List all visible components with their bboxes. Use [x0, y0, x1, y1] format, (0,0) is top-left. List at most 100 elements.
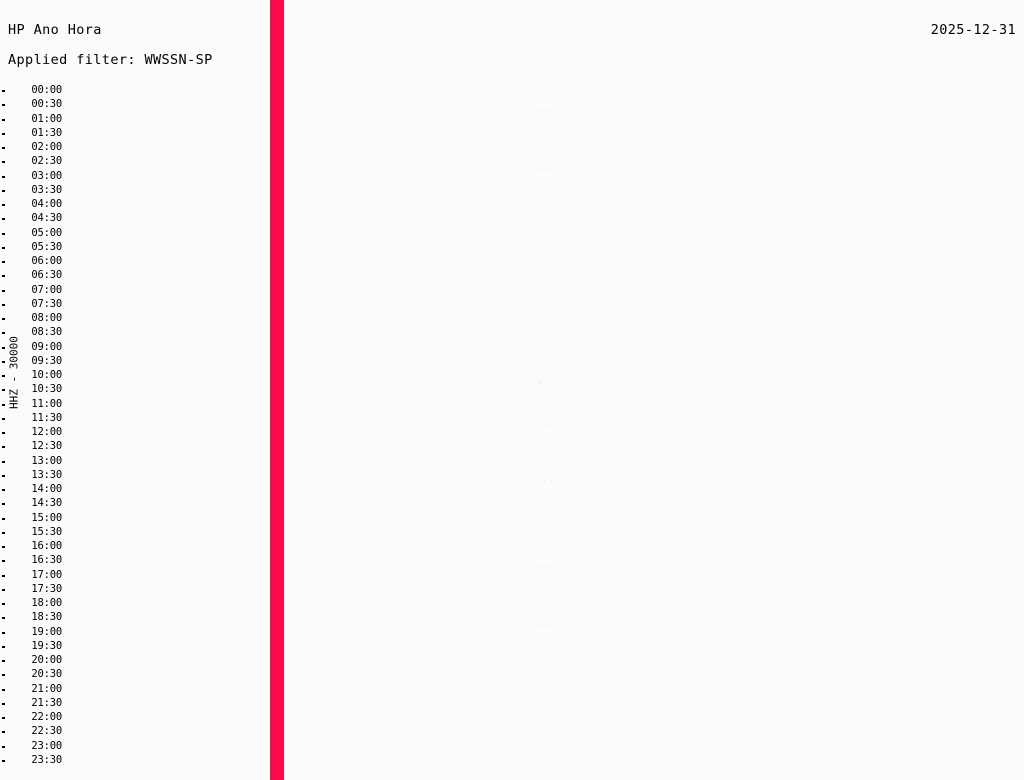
axis-tick — [2, 474, 5, 477]
waveform-trace — [534, 467, 556, 468]
axis-tick — [2, 389, 5, 392]
row-time-label: 08:00 — [31, 312, 62, 324]
row-time-label: 07:00 — [31, 283, 62, 296]
axis-tick — [2, 104, 5, 107]
row-time-label: 19:00 — [31, 625, 62, 638]
axis-tick — [2, 246, 5, 249]
axis-tick — [2, 574, 5, 577]
row-time-label: 19:30 — [31, 639, 62, 652]
row-time-label: 02:30 — [31, 155, 62, 168]
waveform-trace — [534, 367, 556, 368]
waveform-trace — [534, 552, 556, 554]
row-time-label: 14:30 — [31, 497, 62, 510]
axis-tick — [2, 617, 5, 620]
axis-tick — [2, 261, 5, 263]
row-time-label: 16:30 — [31, 554, 62, 567]
waveform-trace — [534, 581, 556, 582]
axis-tick — [2, 189, 5, 192]
axis-tick — [2, 375, 5, 377]
axis-tick — [2, 417, 5, 420]
row-time-label: 11:00 — [31, 397, 62, 410]
row-time-label: 21:00 — [31, 682, 62, 695]
row-time-label: 11:30 — [31, 411, 62, 424]
row-time-label: 05:30 — [31, 240, 62, 253]
axis-tick — [2, 118, 5, 121]
axis-tick — [2, 147, 5, 149]
waveform-trace — [534, 709, 556, 710]
row-time-label: 20:30 — [31, 668, 62, 681]
date-label: 2025-12-31 — [930, 22, 1016, 38]
waveform-trace — [534, 339, 556, 340]
axis-tick — [2, 660, 5, 662]
row-time-label: 18:30 — [31, 611, 62, 624]
row-time-label: 21:30 — [31, 696, 62, 709]
row-time-label: 12:30 — [31, 440, 62, 453]
axis-tick — [2, 517, 5, 520]
row-time-label: 04:00 — [31, 198, 62, 210]
helicorder-plot: 00:00 00:30 01:00 01:30 02:00 02:30 03:00 03:30… — [0, 68, 1024, 772]
axis-tick — [2, 446, 5, 449]
axis-tick — [2, 175, 5, 178]
axis-tick — [2, 503, 5, 506]
waveform-trace — [534, 538, 556, 539]
axis-tick — [2, 360, 5, 363]
waveform-trace — [534, 396, 556, 397]
waveform-trace — [534, 524, 556, 525]
row-time-label: 14:00 — [31, 483, 62, 495]
axis-tick — [2, 432, 5, 434]
axis-tick — [2, 631, 5, 634]
waveform-trace — [534, 652, 556, 653]
axis-tick — [2, 303, 5, 306]
waveform-trace — [534, 68, 556, 69]
waveform-trace — [534, 681, 556, 682]
waveform-trace — [534, 481, 556, 483]
axis-tick — [2, 489, 5, 491]
axis-tick — [2, 403, 5, 406]
row-time-label: 20:00 — [31, 654, 62, 666]
row-time-label: 10:30 — [31, 383, 62, 396]
waveform-trace — [534, 239, 556, 240]
axis-tick — [2, 90, 5, 92]
row-time-label: 06:00 — [31, 255, 62, 267]
axis-tick — [2, 546, 5, 548]
axis-tick — [2, 346, 5, 349]
waveform-trace — [534, 111, 556, 112]
row-time-label: 02:00 — [31, 141, 62, 153]
waveform-trace — [534, 267, 556, 269]
row-time-label: 22:00 — [31, 711, 62, 723]
row-time-label: 22:30 — [31, 725, 62, 738]
waveform-trace — [534, 424, 556, 425]
axis-tick — [2, 161, 5, 164]
waveform-trace — [534, 695, 556, 696]
row-time-label: 03:30 — [31, 183, 62, 196]
row-time-label: 09:30 — [31, 354, 62, 367]
row-time-label: 23:30 — [31, 753, 62, 766]
waveform-trace — [534, 282, 556, 283]
waveform-trace — [534, 410, 556, 411]
waveform-trace — [534, 609, 556, 611]
row-time-label: 23:00 — [31, 739, 62, 752]
row-time-label: 01:30 — [31, 126, 62, 139]
waveform-trace — [534, 638, 556, 639]
axis-tick — [2, 132, 5, 135]
waveform-trace — [534, 139, 556, 141]
page-title: HP Ano Hora — [8, 22, 102, 38]
row-time-label: 10:00 — [31, 369, 62, 381]
current-time-marker — [270, 0, 284, 780]
axis-tick — [2, 731, 5, 734]
row-time-label: 05:00 — [31, 226, 62, 239]
applied-filter-label: Applied filter: WWSSN-SP — [8, 52, 213, 68]
axis-tick — [2, 275, 5, 278]
waveform-trace — [534, 738, 556, 739]
waveform-trace — [534, 82, 556, 83]
waveform-trace — [534, 153, 556, 155]
axis-tick — [2, 759, 5, 762]
waveform-trace — [534, 96, 556, 98]
waveform-trace — [534, 196, 556, 198]
axis-tick — [2, 560, 5, 563]
axis-tick — [2, 688, 5, 691]
waveform-trace — [534, 495, 556, 497]
waveform-trace — [534, 310, 556, 311]
waveform-trace — [534, 453, 556, 454]
